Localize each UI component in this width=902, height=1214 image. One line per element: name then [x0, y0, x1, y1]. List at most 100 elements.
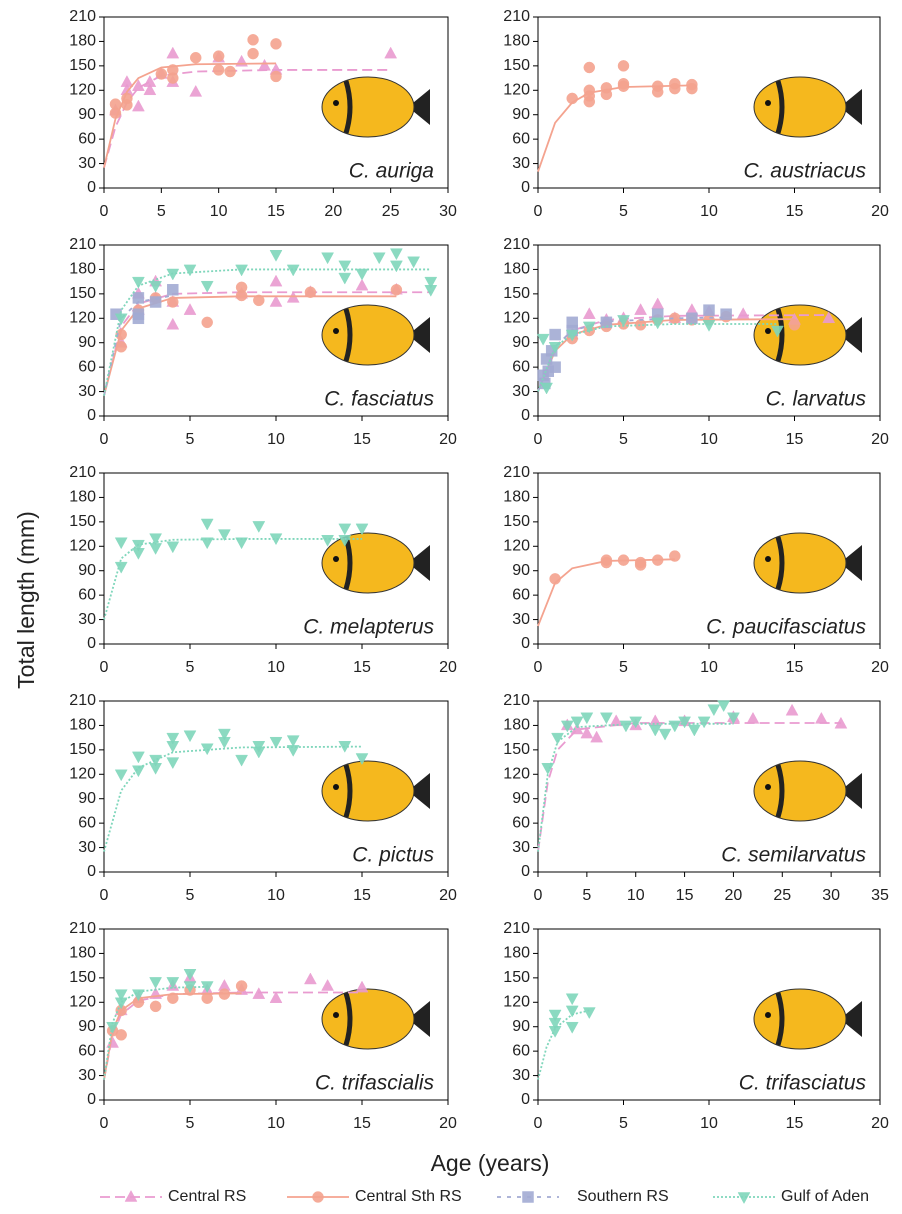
fish-eye	[765, 784, 771, 790]
y-tick-label: 0	[521, 407, 530, 424]
data-point	[253, 747, 265, 758]
x-tick-label: 25	[382, 203, 400, 220]
y-tick-label: 0	[521, 1091, 530, 1108]
data-point	[270, 534, 282, 545]
data-point	[236, 755, 248, 766]
data-point	[550, 362, 561, 373]
data-point	[116, 1029, 127, 1040]
data-point	[287, 265, 299, 276]
data-point	[132, 548, 144, 559]
data-point	[591, 731, 603, 742]
fish-body	[754, 989, 846, 1049]
y-tick-label: 120	[503, 82, 530, 99]
fish-body	[754, 761, 846, 821]
y-tick-label: 150	[503, 285, 530, 302]
data-point	[686, 83, 697, 94]
fish-illustration	[754, 305, 862, 365]
data-point	[167, 741, 179, 752]
x-tick-label: 0	[534, 659, 543, 676]
figure: Total length (mm) Age (years) 0306090120…	[0, 0, 902, 1209]
y-tick-label: 30	[78, 155, 96, 172]
y-tick-label: 30	[512, 155, 530, 172]
x-tick-label: 10	[210, 203, 228, 220]
x-tick-label: 15	[353, 431, 371, 448]
fit-curve	[104, 63, 276, 167]
data-point	[566, 1006, 578, 1017]
data-point	[356, 269, 368, 280]
data-point	[425, 285, 437, 296]
species-label: C. trifascialis	[315, 1072, 435, 1095]
data-point	[184, 304, 196, 315]
x-tick-label: 0	[100, 203, 109, 220]
data-point	[132, 100, 144, 111]
y-tick-label: 210	[69, 8, 96, 25]
fish-illustration	[322, 533, 430, 593]
data-point	[618, 81, 629, 92]
x-tick-label: 15	[786, 1115, 804, 1132]
x-tick-label: 0	[534, 203, 543, 220]
x-tick-label: 5	[619, 203, 628, 220]
data-point	[270, 250, 282, 261]
data-point	[652, 86, 663, 97]
data-point	[213, 64, 224, 75]
fit-curve	[538, 1010, 589, 1079]
x-tick-label: 15	[353, 887, 371, 904]
x-tick-label: 10	[267, 887, 285, 904]
data-point	[287, 745, 299, 756]
y-tick-label: 30	[512, 383, 530, 400]
data-point	[184, 265, 196, 276]
data-point	[201, 519, 213, 530]
x-tick-label: 20	[871, 659, 889, 676]
data-point	[550, 329, 561, 340]
y-tick-label: 60	[78, 814, 96, 831]
y-tick-label: 180	[69, 33, 96, 50]
legend-label: Southern RS	[577, 1188, 669, 1205]
data-point	[271, 71, 282, 82]
y-tick-label: 210	[69, 464, 96, 481]
data-point	[537, 334, 549, 345]
fish-eye	[333, 328, 339, 334]
data-point	[583, 308, 595, 319]
fish-illustration	[754, 761, 862, 821]
data-point	[815, 712, 827, 723]
data-point	[150, 977, 162, 988]
data-point	[287, 736, 299, 747]
fish-body	[322, 761, 414, 821]
y-tick-label: 90	[512, 1018, 530, 1035]
legend-label: Gulf of Aden	[781, 1188, 869, 1205]
data-point	[259, 59, 271, 70]
x-tick-label: 5	[186, 1115, 195, 1132]
y-tick-label: 120	[69, 538, 96, 555]
data-point	[150, 763, 162, 774]
data-point	[248, 48, 259, 59]
data-point	[184, 731, 196, 742]
data-point	[225, 66, 236, 77]
y-tick-label: 30	[78, 383, 96, 400]
data-point	[356, 981, 368, 992]
fish-eye	[333, 556, 339, 562]
data-point	[167, 73, 178, 84]
fish-eye	[765, 1012, 771, 1018]
data-point	[167, 318, 179, 329]
data-point	[202, 317, 213, 328]
y-tick-label: 180	[503, 489, 530, 506]
fit-curve	[538, 559, 675, 626]
data-point	[150, 297, 161, 308]
x-tick-label: 0	[100, 659, 109, 676]
fish-eye	[333, 1012, 339, 1018]
y-tick-label: 30	[78, 611, 96, 628]
data-point	[747, 712, 759, 723]
species-label: C. auriga	[349, 160, 434, 183]
data-point	[167, 47, 179, 58]
x-tick-label: 30	[439, 203, 457, 220]
data-point	[789, 319, 800, 330]
data-point	[270, 275, 282, 286]
y-tick-label: 120	[503, 310, 530, 327]
data-point	[600, 713, 612, 724]
fish-body	[322, 989, 414, 1049]
fish-illustration	[322, 989, 430, 1049]
legend-label: Central Sth RS	[355, 1188, 462, 1205]
y-tick-label: 180	[69, 717, 96, 734]
x-tick-label: 20	[439, 1115, 457, 1132]
data-point	[132, 766, 144, 777]
